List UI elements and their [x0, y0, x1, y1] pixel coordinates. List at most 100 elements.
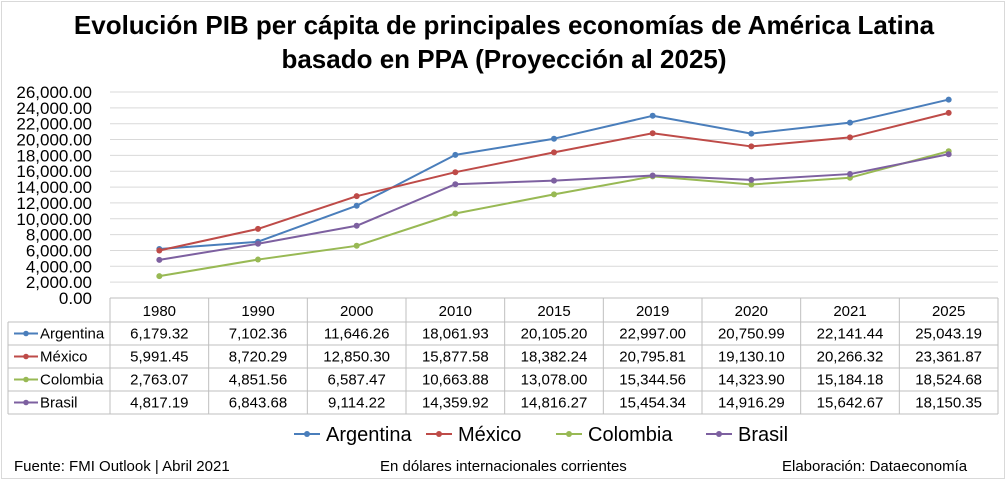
data-point	[551, 149, 557, 156]
table-cell-value: 20,795.81	[619, 349, 686, 366]
table-cell-value: 20,105.20	[521, 326, 588, 343]
data-point	[847, 171, 853, 178]
data-point	[452, 151, 459, 158]
table-cell-value: 14,816.27	[521, 395, 588, 412]
legend-marker	[436, 431, 442, 437]
chart-title: Evolución PIB per cápita de principales …	[0, 8, 1008, 76]
table-cell-value: 18,382.24	[521, 349, 588, 366]
legend-label: Brasil	[738, 424, 788, 446]
table-cell-value: 4,851.56	[229, 372, 287, 389]
data-point	[649, 172, 656, 179]
data-point	[945, 96, 952, 103]
data-point	[353, 193, 360, 200]
x-tick-label: 2021	[833, 303, 866, 320]
y-tick-label: 20,000.00	[16, 131, 92, 150]
data-point	[353, 202, 360, 209]
table-cell-value: 9,114.22	[328, 395, 385, 412]
y-tick-label: 2,000.00	[26, 273, 92, 292]
data-point	[748, 181, 755, 188]
table-cell-value: 10,663.88	[422, 372, 489, 389]
table-cell-value: 14,916.29	[718, 395, 785, 412]
y-tick-label: 14,000.00	[16, 178, 92, 197]
table-cell-value: 6,179.32	[130, 326, 188, 343]
table-cell-value: 18,150.35	[915, 395, 982, 412]
table-cell-value: 23,361.87	[915, 349, 982, 366]
legend-label: México	[458, 424, 521, 446]
y-tick-label: 22,000.00	[16, 115, 92, 134]
y-tick-label: 6,000.00	[26, 241, 92, 260]
data-point	[649, 130, 656, 137]
x-tick-label: 2019	[636, 303, 669, 320]
y-tick-label: 16,000.00	[16, 162, 92, 181]
data-point	[353, 222, 360, 229]
table-cell-value: 4,817.19	[130, 395, 188, 412]
y-tick-label: 4,000.00	[26, 257, 92, 276]
data-point	[452, 181, 459, 188]
data-point	[847, 119, 853, 126]
table-cell-value: 19,130.10	[718, 349, 785, 366]
data-point	[945, 109, 952, 116]
data-point	[353, 242, 360, 249]
data-point	[748, 143, 755, 150]
credit-note: Elaboración: Dataeconomía	[782, 458, 968, 475]
x-tick-label: 2025	[932, 303, 965, 320]
table-cell-value: 25,043.19	[915, 326, 982, 343]
table-legend-marker	[23, 353, 29, 360]
data-point	[551, 177, 557, 184]
table-cell-value: 15,454.34	[619, 395, 686, 412]
data-point	[156, 256, 163, 263]
data-point	[255, 240, 261, 247]
legend-label: Colombia	[588, 424, 673, 446]
y-tick-label: 18,000.00	[16, 146, 92, 165]
source-note: Fuente: FMI Outlook | Abril 2021	[14, 458, 230, 475]
y-tick-label: 12,000.00	[16, 194, 92, 213]
legend-marker	[716, 431, 722, 437]
x-tick-label: 2010	[439, 303, 472, 320]
table-cell-value: 13,078.00	[521, 372, 588, 389]
data-point	[452, 169, 459, 176]
table-cell-value: 20,750.99	[718, 326, 785, 343]
legend-marker	[566, 431, 572, 437]
units-note: En dólares internacionales corrientes	[380, 458, 627, 475]
x-tick-label: 2015	[537, 303, 570, 320]
table-series-name: México	[40, 349, 88, 366]
data-point	[156, 273, 163, 280]
table-cell-value: 8,720.29	[229, 349, 287, 366]
chart-title-line1: Evolución PIB per cápita de principales …	[73, 10, 935, 40]
table-cell-value: 7,102.36	[229, 326, 287, 343]
y-tick-label: 8,000.00	[26, 226, 92, 245]
x-tick-label: 2000	[340, 303, 373, 320]
y-tick-label: 0.00	[59, 289, 92, 308]
table-legend-marker	[23, 376, 29, 383]
table-cell-value: 18,524.68	[915, 372, 982, 389]
table-cell-value: 15,344.56	[619, 372, 686, 389]
data-point	[156, 247, 163, 254]
data-point	[551, 191, 557, 198]
data-point	[748, 130, 755, 137]
table-series-name: Argentina	[40, 326, 105, 343]
table-cell-value: 6,843.68	[229, 395, 287, 412]
data-point	[748, 176, 755, 183]
series-line-Brasil	[159, 153, 949, 261]
table-cell-value: 22,997.00	[619, 326, 686, 343]
data-point	[847, 134, 853, 141]
table-cell-value: 12,850.30	[323, 349, 390, 366]
table-cell-value: 11,646.26	[324, 326, 390, 343]
legend-label: Argentina	[326, 424, 412, 446]
table-cell-value: 18,061.93	[422, 326, 489, 343]
data-point	[945, 151, 952, 158]
table-cell-value: 20,266.32	[817, 349, 884, 366]
data-point	[255, 225, 261, 232]
table-series-name: Colombia	[40, 372, 104, 389]
table-cell-value: 14,359.92	[422, 395, 489, 412]
legend-marker	[304, 431, 310, 437]
y-tick-label: 10,000.00	[16, 210, 92, 229]
y-tick-label: 24,000.00	[16, 99, 92, 118]
table-cell-value: 6,587.47	[327, 372, 385, 389]
x-tick-label: 1980	[143, 303, 176, 320]
table-legend-marker	[23, 330, 29, 337]
table-cell-value: 2,763.07	[130, 372, 188, 389]
x-tick-label: 1990	[241, 303, 274, 320]
x-tick-label: 2020	[735, 303, 768, 320]
